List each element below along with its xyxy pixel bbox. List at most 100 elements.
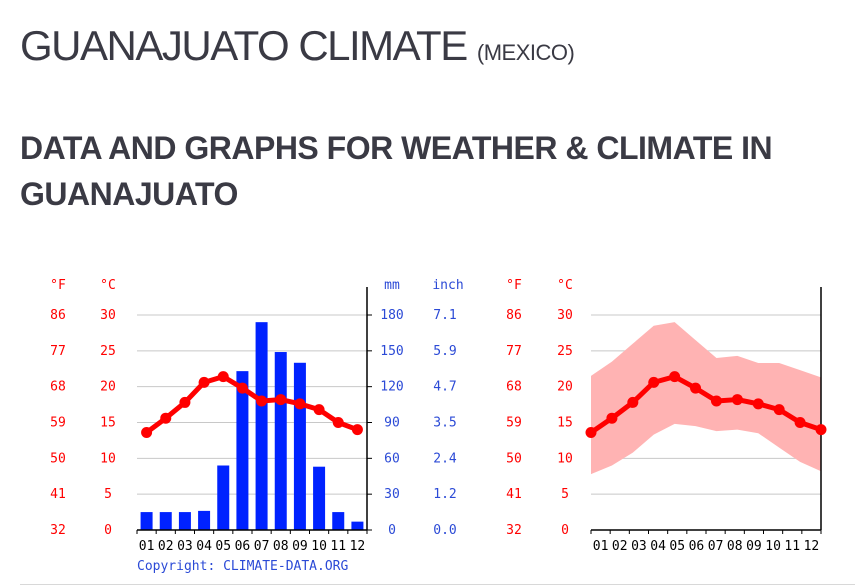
precipitation-bar: [351, 521, 364, 530]
month-label: 07: [708, 539, 724, 554]
temperature-point: [217, 371, 229, 383]
celsius-unit: °C: [557, 278, 573, 293]
temperature-point: [313, 404, 325, 416]
precipitation-bar: [274, 352, 287, 530]
temperature-point: [773, 404, 785, 416]
precipitation-bar: [255, 322, 268, 530]
bottom-divider: [20, 584, 855, 585]
inch-tick-label: 3.5: [433, 416, 456, 431]
month-label: 06: [689, 539, 705, 554]
temperature-point: [815, 424, 827, 436]
month-label: 09: [292, 539, 308, 554]
temperature-point: [648, 376, 660, 388]
temperature-point: [752, 398, 764, 410]
fahrenheit-tick-label: 68: [50, 380, 66, 395]
inch-tick-label: 0.0: [433, 523, 456, 538]
month-label: 01: [593, 539, 609, 554]
month-label: 11: [330, 539, 346, 554]
fahrenheit-tick-label: 50: [50, 451, 66, 466]
page-title: GUANAJUATO CLIMATE (MEXICO): [20, 22, 575, 70]
fahrenheit-tick-label: 41: [506, 487, 522, 502]
celsius-tick-label: 15: [557, 416, 573, 431]
celsius-tick-label: 10: [100, 451, 116, 466]
month-label: 12: [350, 539, 366, 554]
temperature-point: [710, 395, 722, 407]
celsius-tick-label: 5: [104, 487, 112, 502]
temperature-point: [160, 412, 172, 424]
fahrenheit-tick-label: 86: [50, 308, 66, 323]
month-label: 11: [784, 539, 800, 554]
month-label: 07: [254, 539, 270, 554]
page-title-country: (MEXICO): [476, 40, 575, 65]
month-label: 10: [311, 539, 327, 554]
temperature-point: [294, 398, 306, 410]
month-label: 06: [235, 539, 251, 554]
month-label: 02: [612, 539, 628, 554]
inch-tick-label: 1.2: [433, 487, 456, 502]
month-label: 02: [158, 539, 174, 554]
precipitation-bar: [178, 512, 191, 530]
page-subtitle: DATA AND GRAPHS FOR WEATHER & CLIMATE IN…: [20, 130, 773, 212]
fahrenheit-tick-label: 77: [506, 344, 522, 359]
temperature-chart: °F °C 86 30 77 25 68 20 59 15 50 10 41 5 32 0 01 02 03 04 05…: [506, 278, 827, 554]
celsius-tick-label: 0: [104, 523, 112, 538]
month-label: 10: [765, 539, 781, 554]
month-label: 01: [139, 539, 155, 554]
temperature-point: [236, 382, 248, 394]
temperature-point: [794, 417, 806, 428]
page-title-city: GUANAJUATO CLIMATE: [20, 22, 468, 69]
fahrenheit-tick-label: 68: [506, 380, 522, 395]
fahrenheit-tick-label: 41: [50, 487, 66, 502]
celsius-tick-label: 15: [100, 416, 116, 431]
celsius-tick-label: 10: [557, 451, 573, 466]
precipitation-bar: [293, 362, 306, 530]
celsius-tick-label: 25: [557, 344, 573, 359]
month-label: 08: [727, 539, 743, 554]
temperature-point: [198, 376, 210, 388]
precipitation-bar: [236, 371, 249, 530]
celsius-tick-label: 0: [561, 523, 569, 538]
temperature-point: [275, 394, 287, 406]
temperature-line: [145, 374, 359, 435]
fahrenheit-unit: °F: [50, 278, 66, 293]
temperature-point: [332, 417, 344, 428]
mm-tick-label: 150: [380, 344, 403, 359]
month-label: 08: [273, 539, 289, 554]
temperature-point: [585, 427, 597, 439]
month-label: 12: [804, 539, 820, 554]
month-label: 09: [746, 539, 762, 554]
celsius-tick-label: 20: [557, 380, 573, 395]
mm-tick-label: 180: [380, 308, 403, 323]
temperature-point: [351, 424, 363, 436]
mm-tick-label: 60: [384, 451, 400, 466]
mm-tick-label: 90: [384, 416, 400, 431]
fahrenheit-tick-label: 32: [506, 523, 522, 538]
inch-tick-label: 2.4: [433, 451, 457, 466]
inch-unit: inch: [432, 278, 463, 293]
celsius-unit: °C: [100, 278, 116, 293]
month-label: 04: [196, 539, 212, 554]
inch-tick-label: 7.1: [433, 308, 456, 323]
copyright-text: Copyright: CLIMATE-DATA.ORG: [137, 559, 348, 574]
mm-tick-label: 30: [384, 487, 400, 502]
celsius-tick-label: 30: [557, 308, 573, 323]
celsius-tick-label: 20: [100, 380, 116, 395]
inch-tick-label: 5.9: [433, 344, 456, 359]
month-label: 03: [177, 539, 193, 554]
temperature-point: [669, 371, 681, 383]
fahrenheit-tick-label: 86: [506, 308, 522, 323]
fahrenheit-tick-label: 50: [506, 451, 522, 466]
fahrenheit-tick-label: 32: [50, 523, 66, 538]
month-label: 04: [650, 539, 666, 554]
mm-tick-label: 120: [380, 380, 403, 395]
inch-tick-label: 4.7: [433, 380, 456, 395]
mm-unit: mm: [384, 278, 400, 293]
celsius-tick-label: 25: [100, 344, 116, 359]
celsius-tick-label: 5: [561, 487, 569, 502]
month-label: 05: [669, 539, 685, 554]
precipitation-bar: [140, 512, 153, 530]
temperature-point: [179, 396, 191, 408]
fahrenheit-tick-label: 77: [50, 344, 66, 359]
fahrenheit-unit: °F: [506, 278, 522, 293]
